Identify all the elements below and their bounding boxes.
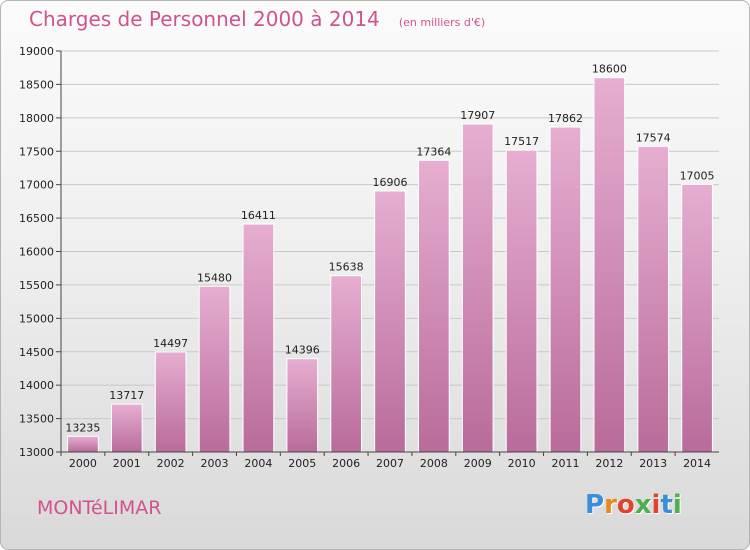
value-label: 17907 [460,109,495,122]
axes [60,51,719,456]
x-tick-label: 2007 [376,457,404,470]
bar [198,285,231,453]
bar [374,190,406,453]
y-tick-labels: 13000 13500 14000 14500 15000 15500 16000 16500… [19,45,54,459]
x-tick-label: 2008 [420,457,448,470]
y-tick-label: 18000 [19,112,54,125]
bars [67,77,713,453]
x-tick-label: 2012 [595,457,623,470]
value-label: 15480 [197,271,232,284]
bar [154,351,187,453]
bar [593,77,626,453]
y-tick-label: 13000 [19,446,54,459]
x-tick-label: 2014 [683,457,711,470]
y-tick-label: 15500 [19,279,54,292]
y-tick-label: 16000 [19,246,54,259]
value-label: 16906 [373,176,408,189]
value-label: 14396 [285,344,320,357]
x-tick-label: 2004 [244,457,272,470]
value-label: 13717 [109,389,144,402]
value-label: 17862 [548,112,583,125]
value-label: 14497 [153,337,188,350]
logo-letter: r [604,490,617,520]
x-tick-label: 2000 [69,457,97,470]
logo-letter: t [660,490,673,520]
value-label: 18600 [592,63,627,76]
x-tick-label: 2010 [508,457,536,470]
value-label: 13235 [65,421,100,434]
logo-letter: i [651,490,661,520]
bar [461,123,494,453]
value-labels: 13235 13717 14497 15480 16411 14396 15638 16906… [65,63,714,435]
y-tick-label: 15000 [19,312,54,325]
y-tick-label: 17500 [19,145,54,158]
value-label: 17517 [504,135,539,148]
logo-letter: x [634,490,652,520]
x-tick-labels: 2000 2001 2002 2003 2004 2005 2006 2007 2008 2009… [69,457,711,470]
logo-letter: o [616,490,635,520]
title-row: Charges de Personnel 2000 à 2014 (en mil… [29,7,485,31]
y-tick-label: 17000 [19,179,54,192]
proxiti-logo[interactable]: Proxiti [585,490,682,520]
y-tick-label: 14500 [19,346,54,359]
x-tick-label: 2006 [332,457,360,470]
value-label: 17364 [416,145,451,158]
x-tick-label: 2009 [464,457,492,470]
y-tick-label: 16500 [19,212,54,225]
x-tick-label: 2002 [157,457,185,470]
bar [110,403,143,453]
value-label: 15638 [329,261,364,274]
x-tick-label: 2005 [288,457,316,470]
bar [242,223,275,453]
chart-title: Charges de Personnel 2000 à 2014 [29,7,380,31]
value-label: 17574 [636,131,671,144]
bar [505,149,538,453]
value-label: 16411 [241,209,276,222]
y-tick-label: 14000 [19,379,54,392]
bar [330,275,362,453]
city-name: MONTéLIMAR [37,497,162,519]
logo-letter: i [672,490,682,520]
bar [286,358,319,453]
bar [67,435,99,453]
x-tick-label: 2003 [201,457,229,470]
x-tick-label: 2011 [551,457,579,470]
bar [637,145,670,453]
bar [549,126,582,453]
y-tick-label: 19000 [19,45,54,58]
y-tick-label: 13500 [19,413,54,426]
x-tick-label: 2001 [113,457,141,470]
value-label: 17005 [680,169,715,182]
x-tick-label: 2013 [639,457,667,470]
bar [681,183,713,453]
chart-subtitle: (en milliers d'€) [398,16,486,29]
bar [418,159,450,453]
y-tick-label: 18500 [19,78,54,91]
logo-letter: P [585,490,605,520]
